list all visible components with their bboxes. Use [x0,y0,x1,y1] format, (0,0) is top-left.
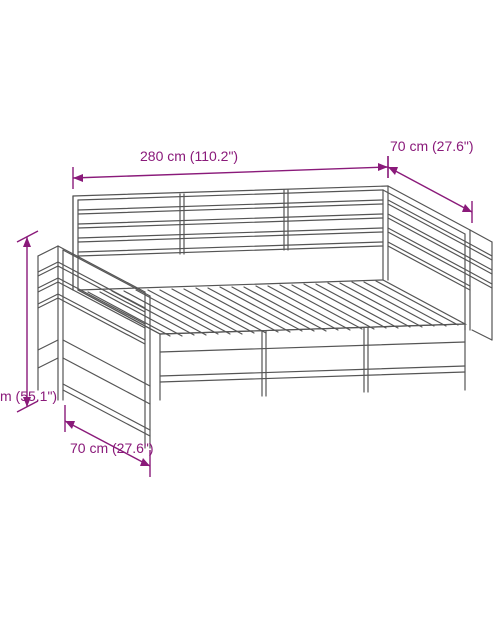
dim-label-depth-front: 70 cm (27.6") [70,440,154,456]
furniture [38,186,492,448]
dim-label-width-top: 280 cm (110.2") [140,148,238,164]
dim-label-height-left: m (55.1") [0,388,57,404]
dim-depth-top [388,156,472,223]
right-panel-slats [388,200,470,290]
diagram-svg [0,0,500,641]
diagram-stage: 280 cm (110.2") 70 cm (27.6") m (55.1") … [0,0,500,641]
dim-label-depth-top: 70 cm (27.6") [390,138,474,154]
back-panel-slats [78,200,383,256]
dim-height-left [17,231,38,412]
left-outer-side [38,246,58,390]
left-forward-arm [58,246,150,448]
right-arm-front [470,230,492,340]
